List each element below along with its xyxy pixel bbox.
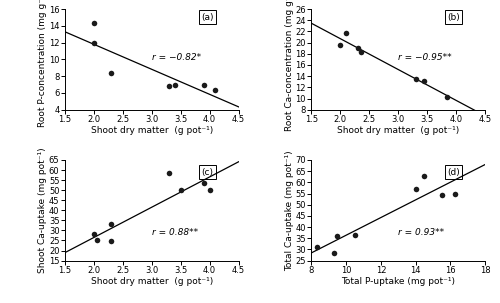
Point bbox=[420, 173, 428, 178]
Point bbox=[444, 95, 452, 100]
Point bbox=[412, 77, 420, 82]
Point bbox=[165, 171, 173, 175]
Point bbox=[206, 188, 214, 193]
Point bbox=[90, 232, 98, 237]
Text: (b): (b) bbox=[448, 13, 460, 22]
Text: (d): (d) bbox=[448, 168, 460, 177]
Point bbox=[200, 181, 208, 185]
Point bbox=[354, 46, 362, 51]
Y-axis label: Root Ca-concentration (mg g⁻¹): Root Ca-concentration (mg g⁻¹) bbox=[285, 0, 294, 131]
Point bbox=[438, 192, 446, 197]
Text: r = −0.95**: r = −0.95** bbox=[398, 53, 452, 62]
Y-axis label: Total Ca-uptake (mg pot⁻¹): Total Ca-uptake (mg pot⁻¹) bbox=[285, 150, 294, 271]
Point bbox=[176, 188, 184, 193]
X-axis label: Shoot dry matter  (g pot⁻¹): Shoot dry matter (g pot⁻¹) bbox=[90, 277, 213, 285]
Point bbox=[212, 88, 220, 93]
Point bbox=[342, 31, 350, 35]
Point bbox=[108, 222, 116, 227]
Point bbox=[312, 245, 320, 250]
Point bbox=[452, 191, 460, 196]
Point bbox=[165, 84, 173, 89]
Point bbox=[334, 234, 342, 238]
X-axis label: Shoot dry matter  (g pot⁻¹): Shoot dry matter (g pot⁻¹) bbox=[337, 126, 460, 135]
Point bbox=[93, 238, 101, 243]
Y-axis label: Shoot Ca-uptake (mg pot⁻¹): Shoot Ca-uptake (mg pot⁻¹) bbox=[38, 148, 48, 273]
Point bbox=[351, 232, 359, 237]
Point bbox=[420, 79, 428, 84]
X-axis label: Shoot dry matter  (g pot⁻¹): Shoot dry matter (g pot⁻¹) bbox=[90, 126, 213, 135]
Point bbox=[330, 250, 338, 255]
Y-axis label: Root P-concentration (mg g⁻¹): Root P-concentration (mg g⁻¹) bbox=[38, 0, 48, 128]
Point bbox=[90, 21, 98, 26]
Point bbox=[171, 82, 179, 87]
X-axis label: Total P-uptake (mg pot⁻¹): Total P-uptake (mg pot⁻¹) bbox=[341, 277, 455, 285]
Point bbox=[356, 49, 364, 54]
Point bbox=[108, 70, 116, 75]
Point bbox=[412, 187, 420, 191]
Text: r = 0.88**: r = 0.88** bbox=[152, 228, 198, 237]
Point bbox=[108, 239, 116, 244]
Text: r = −0.82*: r = −0.82* bbox=[152, 53, 201, 62]
Point bbox=[336, 43, 344, 48]
Text: (a): (a) bbox=[201, 13, 213, 22]
Point bbox=[200, 83, 208, 88]
Text: (c): (c) bbox=[202, 168, 213, 177]
Point bbox=[90, 40, 98, 45]
Text: r = 0.93**: r = 0.93** bbox=[398, 228, 444, 237]
